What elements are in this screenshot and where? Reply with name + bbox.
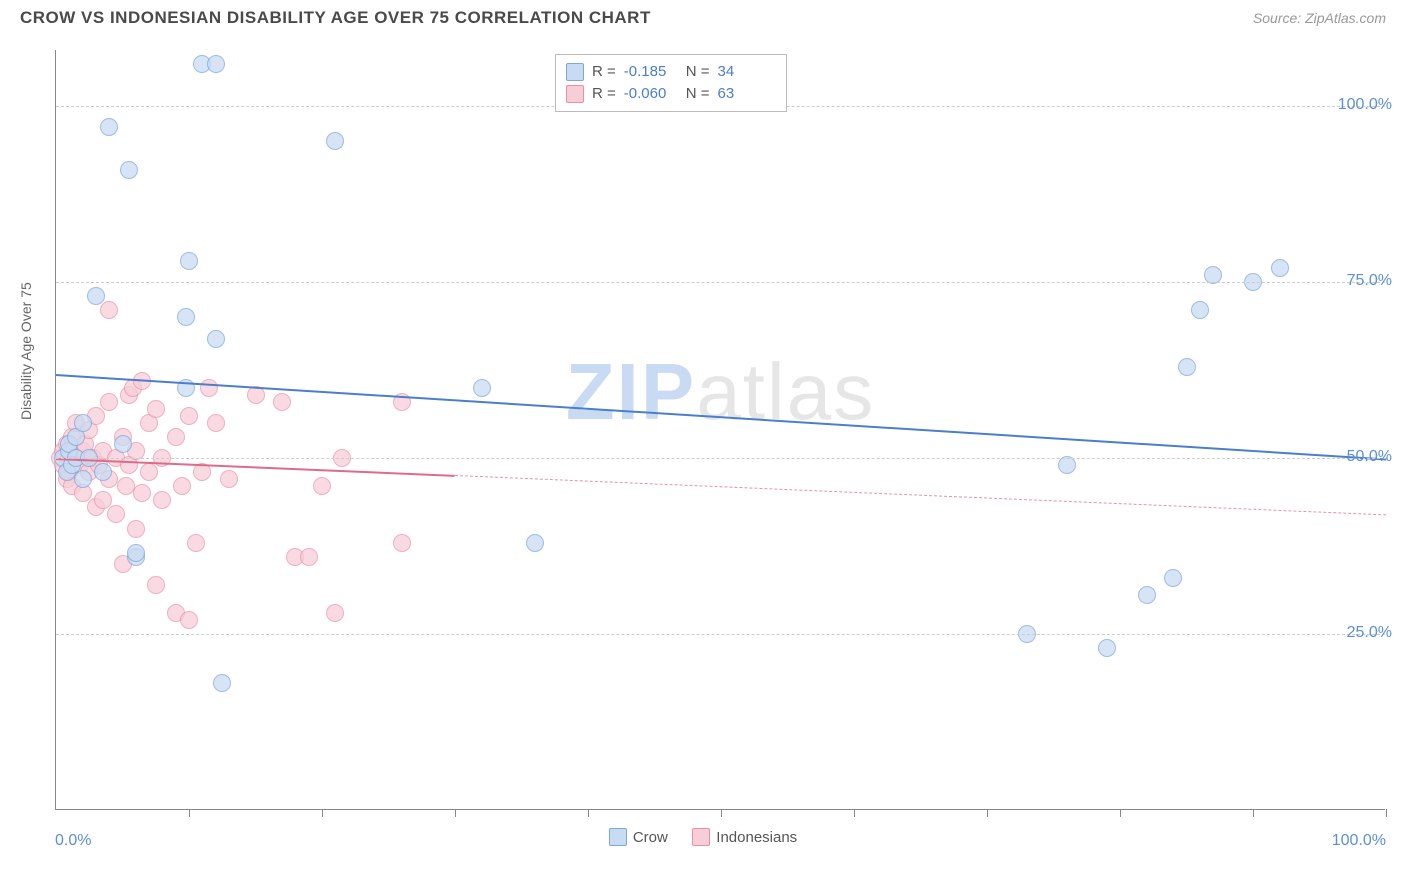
point-crow — [74, 470, 92, 488]
point-crow — [94, 463, 112, 481]
point-crow — [526, 534, 544, 552]
point-indonesians — [187, 534, 205, 552]
point-indonesians — [153, 491, 171, 509]
point-indonesians — [167, 428, 185, 446]
x-axis-end-label: 100.0% — [1332, 832, 1386, 850]
point-indonesians — [180, 407, 198, 425]
x-axis-start-label: 0.0% — [55, 832, 91, 850]
point-indonesians — [220, 470, 238, 488]
indonesians-n-value: 63 — [718, 83, 772, 105]
trend-crow-solid — [56, 374, 1386, 460]
point-crow — [1164, 569, 1182, 587]
point-crow — [473, 379, 491, 397]
x-tick — [1386, 809, 1387, 817]
crow-n-value: 34 — [718, 61, 772, 83]
x-tick — [854, 809, 855, 817]
point-indonesians — [313, 477, 331, 495]
gridline-h — [56, 634, 1385, 635]
point-crow — [180, 252, 198, 270]
stats-row-crow: R = -0.185 N = 34 — [566, 61, 772, 83]
y-axis-label: Disability Age Over 75 — [18, 282, 34, 420]
point-indonesians — [326, 604, 344, 622]
point-indonesians — [393, 534, 411, 552]
swatch-indonesians — [566, 85, 584, 103]
point-crow — [100, 118, 118, 136]
point-indonesians — [100, 393, 118, 411]
legend: Crow Indonesians — [0, 828, 1406, 851]
point-indonesians — [273, 393, 291, 411]
point-crow — [1271, 259, 1289, 277]
x-tick — [588, 809, 589, 817]
point-crow — [177, 308, 195, 326]
point-indonesians — [133, 484, 151, 502]
legend-item-indonesians: Indonesians — [692, 828, 797, 846]
x-tick — [987, 809, 988, 817]
y-tick-label: 25.0% — [1347, 624, 1392, 642]
point-indonesians — [300, 548, 318, 566]
source-attribution: Source: ZipAtlas.com — [1253, 10, 1386, 26]
y-tick-label: 75.0% — [1347, 272, 1392, 290]
point-crow — [1191, 301, 1209, 319]
swatch-crow — [566, 63, 584, 81]
n-label: N = — [686, 61, 710, 83]
correlation-stats-box: R = -0.185 N = 34 R = -0.060 N = 63 — [555, 54, 787, 112]
point-indonesians — [100, 301, 118, 319]
legend-swatch-crow — [609, 828, 627, 846]
point-indonesians — [180, 611, 198, 629]
legend-label-crow: Crow — [633, 829, 668, 846]
n-label: N = — [686, 83, 710, 105]
x-tick — [322, 809, 323, 817]
x-tick — [1120, 809, 1121, 817]
r-label: R = — [592, 83, 616, 105]
point-indonesians — [127, 520, 145, 538]
point-indonesians — [173, 477, 191, 495]
chart-plot-area: ZIPatlas — [55, 50, 1385, 810]
x-tick — [189, 809, 190, 817]
gridline-h — [56, 458, 1385, 459]
point-crow — [1178, 358, 1196, 376]
crow-r-value: -0.185 — [624, 61, 678, 83]
point-crow — [74, 414, 92, 432]
legend-label-indonesians: Indonesians — [716, 829, 797, 846]
r-label: R = — [592, 61, 616, 83]
point-crow — [1098, 639, 1116, 657]
trend-indonesians-dash — [455, 475, 1386, 515]
x-tick — [1253, 809, 1254, 817]
gridline-h — [56, 282, 1385, 283]
x-tick — [455, 809, 456, 817]
point-crow — [1138, 586, 1156, 604]
point-indonesians — [200, 379, 218, 397]
legend-item-crow: Crow — [609, 828, 668, 846]
chart-title: CROW VS INDONESIAN DISABILITY AGE OVER 7… — [20, 8, 651, 28]
scatter-layer — [56, 50, 1385, 809]
point-indonesians — [107, 505, 125, 523]
point-crow — [87, 287, 105, 305]
y-tick-label: 50.0% — [1347, 448, 1392, 466]
point-crow — [213, 674, 231, 692]
point-indonesians — [207, 414, 225, 432]
point-crow — [207, 330, 225, 348]
x-tick — [721, 809, 722, 817]
point-crow — [326, 132, 344, 150]
point-indonesians — [140, 463, 158, 481]
point-indonesians — [94, 491, 112, 509]
point-crow — [114, 435, 132, 453]
legend-swatch-indonesians — [692, 828, 710, 846]
point-crow — [127, 544, 145, 562]
point-crow — [207, 55, 225, 73]
y-tick-label: 100.0% — [1338, 96, 1392, 114]
indonesians-r-value: -0.060 — [624, 83, 678, 105]
point-indonesians — [147, 400, 165, 418]
point-crow — [120, 161, 138, 179]
stats-row-indonesians: R = -0.060 N = 63 — [566, 83, 772, 105]
point-indonesians — [147, 576, 165, 594]
